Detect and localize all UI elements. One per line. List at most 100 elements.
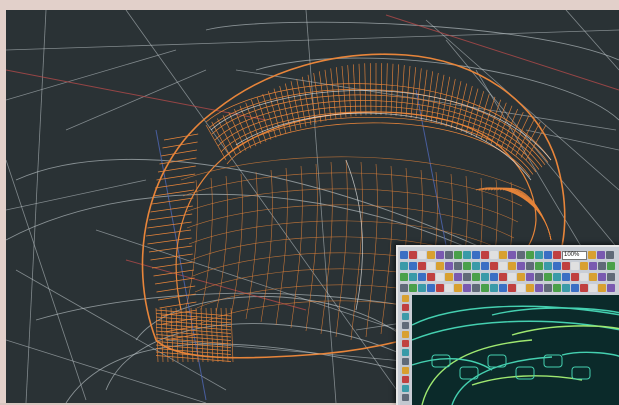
color-icon[interactable]	[553, 251, 561, 259]
redo-icon[interactable]	[445, 251, 453, 259]
snap-icon[interactable]	[535, 251, 543, 259]
arc-icon[interactable]	[517, 262, 525, 270]
spline-icon[interactable]	[535, 262, 543, 270]
circle-icon[interactable]	[526, 262, 534, 270]
zoom-out-icon[interactable]	[544, 284, 552, 292]
line-icon[interactable]	[400, 284, 408, 292]
color-icon[interactable]	[445, 273, 453, 281]
snap-icon[interactable]	[481, 262, 489, 270]
select-icon[interactable]	[400, 251, 408, 259]
spline-icon[interactable]	[427, 284, 435, 292]
trim-icon[interactable]	[445, 284, 453, 292]
spline-icon[interactable]	[606, 251, 614, 259]
open-icon[interactable]	[517, 273, 525, 281]
undo-icon[interactable]	[544, 273, 552, 281]
undo-icon[interactable]	[436, 251, 444, 259]
zoom-input[interactable]: 100%	[562, 250, 587, 260]
layer-icon[interactable]	[436, 273, 444, 281]
fit-icon[interactable]	[409, 273, 417, 281]
zoom-in-icon[interactable]	[535, 284, 543, 292]
zoom-out-icon[interactable]	[401, 358, 409, 365]
print-icon[interactable]	[401, 295, 409, 302]
pan-icon[interactable]	[445, 262, 453, 270]
trim-icon[interactable]	[553, 262, 561, 270]
trim-icon[interactable]	[499, 273, 507, 281]
zoom-out-icon[interactable]	[436, 262, 444, 270]
pan-icon[interactable]	[553, 284, 561, 292]
cut-icon[interactable]	[401, 322, 409, 329]
zoom-out-icon[interactable]	[598, 273, 606, 281]
arc-icon[interactable]	[463, 273, 471, 281]
layer-icon[interactable]	[544, 251, 552, 259]
grid-icon[interactable]	[472, 262, 480, 270]
cut-icon[interactable]	[508, 284, 516, 292]
grid-icon[interactable]	[401, 394, 409, 401]
snap-icon[interactable]	[589, 284, 597, 292]
inset-model-view[interactable]	[412, 295, 619, 405]
cut-icon[interactable]	[562, 273, 570, 281]
spline-icon[interactable]	[481, 273, 489, 281]
copy-icon[interactable]	[401, 331, 409, 338]
rotate-icon[interactable]	[508, 251, 516, 259]
grid-icon[interactable]	[580, 284, 588, 292]
redo-icon[interactable]	[607, 262, 615, 270]
open-icon[interactable]	[463, 284, 471, 292]
zoom-in-icon[interactable]	[481, 251, 489, 259]
circle-icon[interactable]	[418, 284, 426, 292]
layer-icon[interactable]	[598, 284, 606, 292]
zoom-out-icon[interactable]	[490, 251, 498, 259]
grid-icon[interactable]	[418, 273, 426, 281]
fit-icon[interactable]	[571, 284, 579, 292]
fit-icon[interactable]	[517, 251, 525, 259]
copy-icon[interactable]	[517, 284, 525, 292]
line-icon[interactable]	[454, 273, 462, 281]
print-icon[interactable]	[427, 251, 435, 259]
pan-icon[interactable]	[499, 251, 507, 259]
snap-icon[interactable]	[427, 273, 435, 281]
paste-icon[interactable]	[580, 273, 588, 281]
save-icon[interactable]	[472, 284, 480, 292]
save-icon[interactable]	[526, 273, 534, 281]
redo-icon[interactable]	[499, 284, 507, 292]
copy-icon[interactable]	[571, 273, 579, 281]
print-icon[interactable]	[481, 284, 489, 292]
zoom-in-icon[interactable]	[427, 262, 435, 270]
surface-icon[interactable]	[544, 262, 552, 270]
undo-icon[interactable]	[598, 262, 606, 270]
save-icon[interactable]	[418, 251, 426, 259]
select-icon[interactable]	[508, 273, 516, 281]
cut-icon[interactable]	[400, 262, 408, 270]
print-icon[interactable]	[535, 273, 543, 281]
fit-icon[interactable]	[463, 262, 471, 270]
color-icon[interactable]	[499, 262, 507, 270]
color-icon[interactable]	[607, 284, 615, 292]
grid-icon[interactable]	[526, 251, 534, 259]
undo-icon[interactable]	[490, 284, 498, 292]
select-icon[interactable]	[454, 284, 462, 292]
surface-icon[interactable]	[490, 273, 498, 281]
paste-icon[interactable]	[401, 340, 409, 347]
undo-icon[interactable]	[401, 304, 409, 311]
surface-icon[interactable]	[436, 284, 444, 292]
open-icon[interactable]	[571, 262, 579, 270]
paste-icon[interactable]	[526, 284, 534, 292]
paste-icon[interactable]	[472, 251, 480, 259]
rotate-icon[interactable]	[454, 262, 462, 270]
arc-icon[interactable]	[409, 284, 417, 292]
copy-icon[interactable]	[409, 262, 417, 270]
layer-icon[interactable]	[490, 262, 498, 270]
pan-icon[interactable]	[401, 367, 409, 374]
redo-icon[interactable]	[553, 273, 561, 281]
redo-icon[interactable]	[401, 313, 409, 320]
rotate-icon[interactable]	[562, 284, 570, 292]
circle-icon[interactable]	[472, 273, 480, 281]
pan-icon[interactable]	[607, 273, 615, 281]
line-icon[interactable]	[508, 262, 516, 270]
cut-icon[interactable]	[454, 251, 462, 259]
save-icon[interactable]	[580, 262, 588, 270]
inset-cad-window[interactable]: 100%	[396, 245, 619, 405]
paste-icon[interactable]	[418, 262, 426, 270]
open-icon[interactable]	[409, 251, 417, 259]
print-icon[interactable]	[589, 262, 597, 270]
copy-icon[interactable]	[463, 251, 471, 259]
